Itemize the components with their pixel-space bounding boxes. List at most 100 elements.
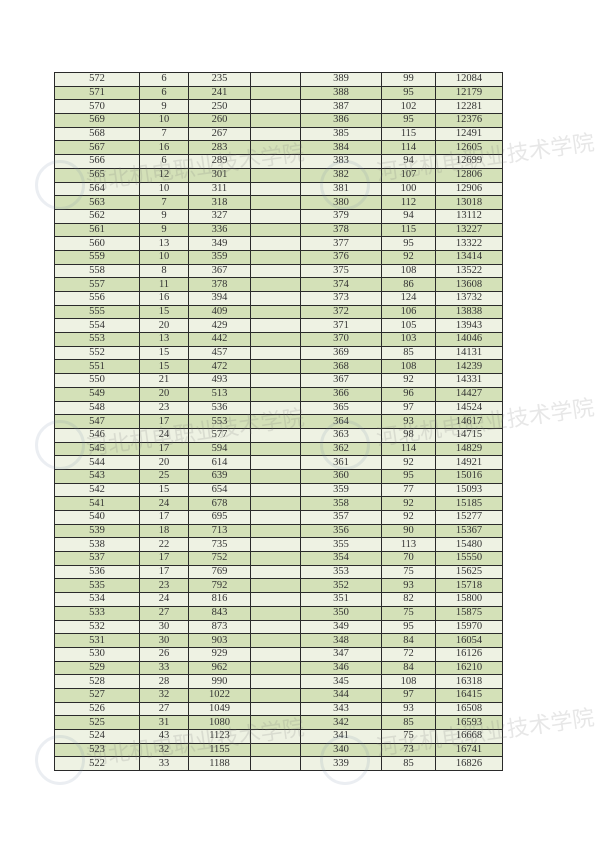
- cell-empty: [250, 222, 301, 238]
- cell-left-score: 542: [54, 482, 140, 498]
- cell-left-cumulative: 289: [188, 154, 251, 169]
- table-row: 556 16 394 373 124 13732: [54, 291, 503, 306]
- cell-empty: [250, 304, 301, 320]
- cell-right-score: 346: [300, 660, 382, 676]
- cell-left-score: 563: [54, 195, 140, 210]
- cell-empty: [250, 646, 301, 662]
- cell-left-count: 17: [139, 564, 189, 580]
- table-row: 565 12 301 382 107 12806: [54, 167, 503, 183]
- cell-left-score: 549: [54, 386, 140, 402]
- cell-empty: [250, 523, 301, 539]
- cell-left-count: 20: [139, 455, 189, 470]
- table-row: 561 9 336 378 115 13227: [54, 222, 503, 238]
- cell-left-count: 21: [139, 373, 189, 388]
- cell-right-count: 77: [381, 482, 436, 498]
- cell-left-count: 23: [139, 400, 189, 416]
- cell-left-cumulative: 250: [188, 99, 251, 115]
- cell-left-score: 535: [54, 578, 140, 594]
- cell-left-count: 32: [139, 742, 189, 758]
- cell-right-count: 93: [381, 578, 436, 594]
- cell-left-count: 25: [139, 468, 189, 484]
- cell-left-cumulative: 962: [188, 660, 251, 676]
- table-row: 572 6 235 389 99 12084: [54, 72, 503, 87]
- cell-right-cumulative: 15970: [435, 619, 503, 635]
- cell-left-count: 23: [139, 578, 189, 594]
- cell-empty: [250, 619, 301, 635]
- cell-right-score: 386: [300, 113, 382, 128]
- cell-left-count: 15: [139, 482, 189, 498]
- cell-right-count: 95: [381, 236, 436, 251]
- cell-right-cumulative: 14427: [435, 386, 503, 402]
- cell-left-score: 528: [54, 674, 140, 689]
- cell-left-cumulative: 553: [188, 414, 251, 429]
- cell-empty: [250, 687, 301, 703]
- cell-right-score: 356: [300, 523, 382, 539]
- cell-right-score: 345: [300, 674, 382, 689]
- cell-left-cumulative: 614: [188, 455, 251, 470]
- cell-right-cumulative: 13227: [435, 222, 503, 238]
- cell-right-count: 99: [381, 72, 436, 87]
- table-row: 541 24 678 358 92 15185: [54, 496, 503, 511]
- table-row: 531 30 903 348 84 16054: [54, 633, 503, 648]
- cell-left-cumulative: 311: [188, 181, 251, 197]
- cell-right-count: 84: [381, 633, 436, 648]
- table-row: 523 32 1155 340 73 16741: [54, 742, 503, 758]
- cell-empty: [250, 140, 301, 156]
- cell-right-cumulative: 12699: [435, 154, 503, 169]
- table-row: 555 15 409 372 106 13838: [54, 304, 503, 320]
- table-row: 567 16 283 384 114 12605: [54, 140, 503, 156]
- cell-right-cumulative: 13322: [435, 236, 503, 251]
- cell-left-count: 31: [139, 715, 189, 730]
- cell-right-cumulative: 12179: [435, 85, 503, 101]
- cell-right-cumulative: 15093: [435, 482, 503, 498]
- cell-empty: [250, 756, 301, 772]
- cell-left-count: 10: [139, 113, 189, 128]
- cell-left-cumulative: 235: [188, 72, 251, 87]
- cell-right-score: 361: [300, 455, 382, 470]
- cell-right-cumulative: 16668: [435, 729, 503, 744]
- cell-right-score: 372: [300, 304, 382, 320]
- cell-left-score: 550: [54, 373, 140, 388]
- cell-empty: [250, 496, 301, 511]
- cell-right-cumulative: 12376: [435, 113, 503, 128]
- cell-right-cumulative: 13112: [435, 208, 503, 224]
- cell-right-count: 103: [381, 332, 436, 347]
- cell-right-count: 95: [381, 619, 436, 635]
- cell-empty: [250, 414, 301, 429]
- cell-right-count: 92: [381, 373, 436, 388]
- cell-left-cumulative: 318: [188, 195, 251, 210]
- cell-right-cumulative: 12084: [435, 72, 503, 87]
- cell-empty: [250, 386, 301, 402]
- cell-right-score: 374: [300, 277, 382, 292]
- cell-left-score: 558: [54, 263, 140, 279]
- cell-empty: [250, 72, 301, 87]
- cell-left-score: 529: [54, 660, 140, 676]
- cell-right-cumulative: 14829: [435, 441, 503, 457]
- table-row: 568 7 267 385 115 12491: [54, 126, 503, 142]
- table-row: 562 9 327 379 94 13112: [54, 208, 503, 224]
- cell-left-count: 30: [139, 633, 189, 648]
- table-row: 534 24 816 351 82 15800: [54, 592, 503, 607]
- cell-left-cumulative: 513: [188, 386, 251, 402]
- cell-right-cumulative: 16054: [435, 633, 503, 648]
- table-row: 529 33 962 346 84 16210: [54, 660, 503, 676]
- cell-right-score: 358: [300, 496, 382, 511]
- cell-left-count: 15: [139, 345, 189, 361]
- cell-left-count: 17: [139, 551, 189, 566]
- cell-right-score: 375: [300, 263, 382, 279]
- cell-empty: [250, 427, 301, 443]
- cell-left-score: 541: [54, 496, 140, 511]
- table-row: 540 17 695 357 92 15277: [54, 510, 503, 525]
- cell-right-count: 70: [381, 551, 436, 566]
- table-row: 543 25 639 360 95 15016: [54, 468, 503, 484]
- table-row: 522 33 1188 339 85 16826: [54, 756, 503, 772]
- cell-left-count: 43: [139, 729, 189, 744]
- cell-empty: [250, 167, 301, 183]
- cell-right-score: 339: [300, 756, 382, 772]
- cell-right-score: 353: [300, 564, 382, 580]
- cell-left-score: 566: [54, 154, 140, 169]
- cell-right-cumulative: 14331: [435, 373, 503, 388]
- cell-right-score: 385: [300, 126, 382, 142]
- cell-left-count: 11: [139, 277, 189, 292]
- cell-empty: [250, 99, 301, 115]
